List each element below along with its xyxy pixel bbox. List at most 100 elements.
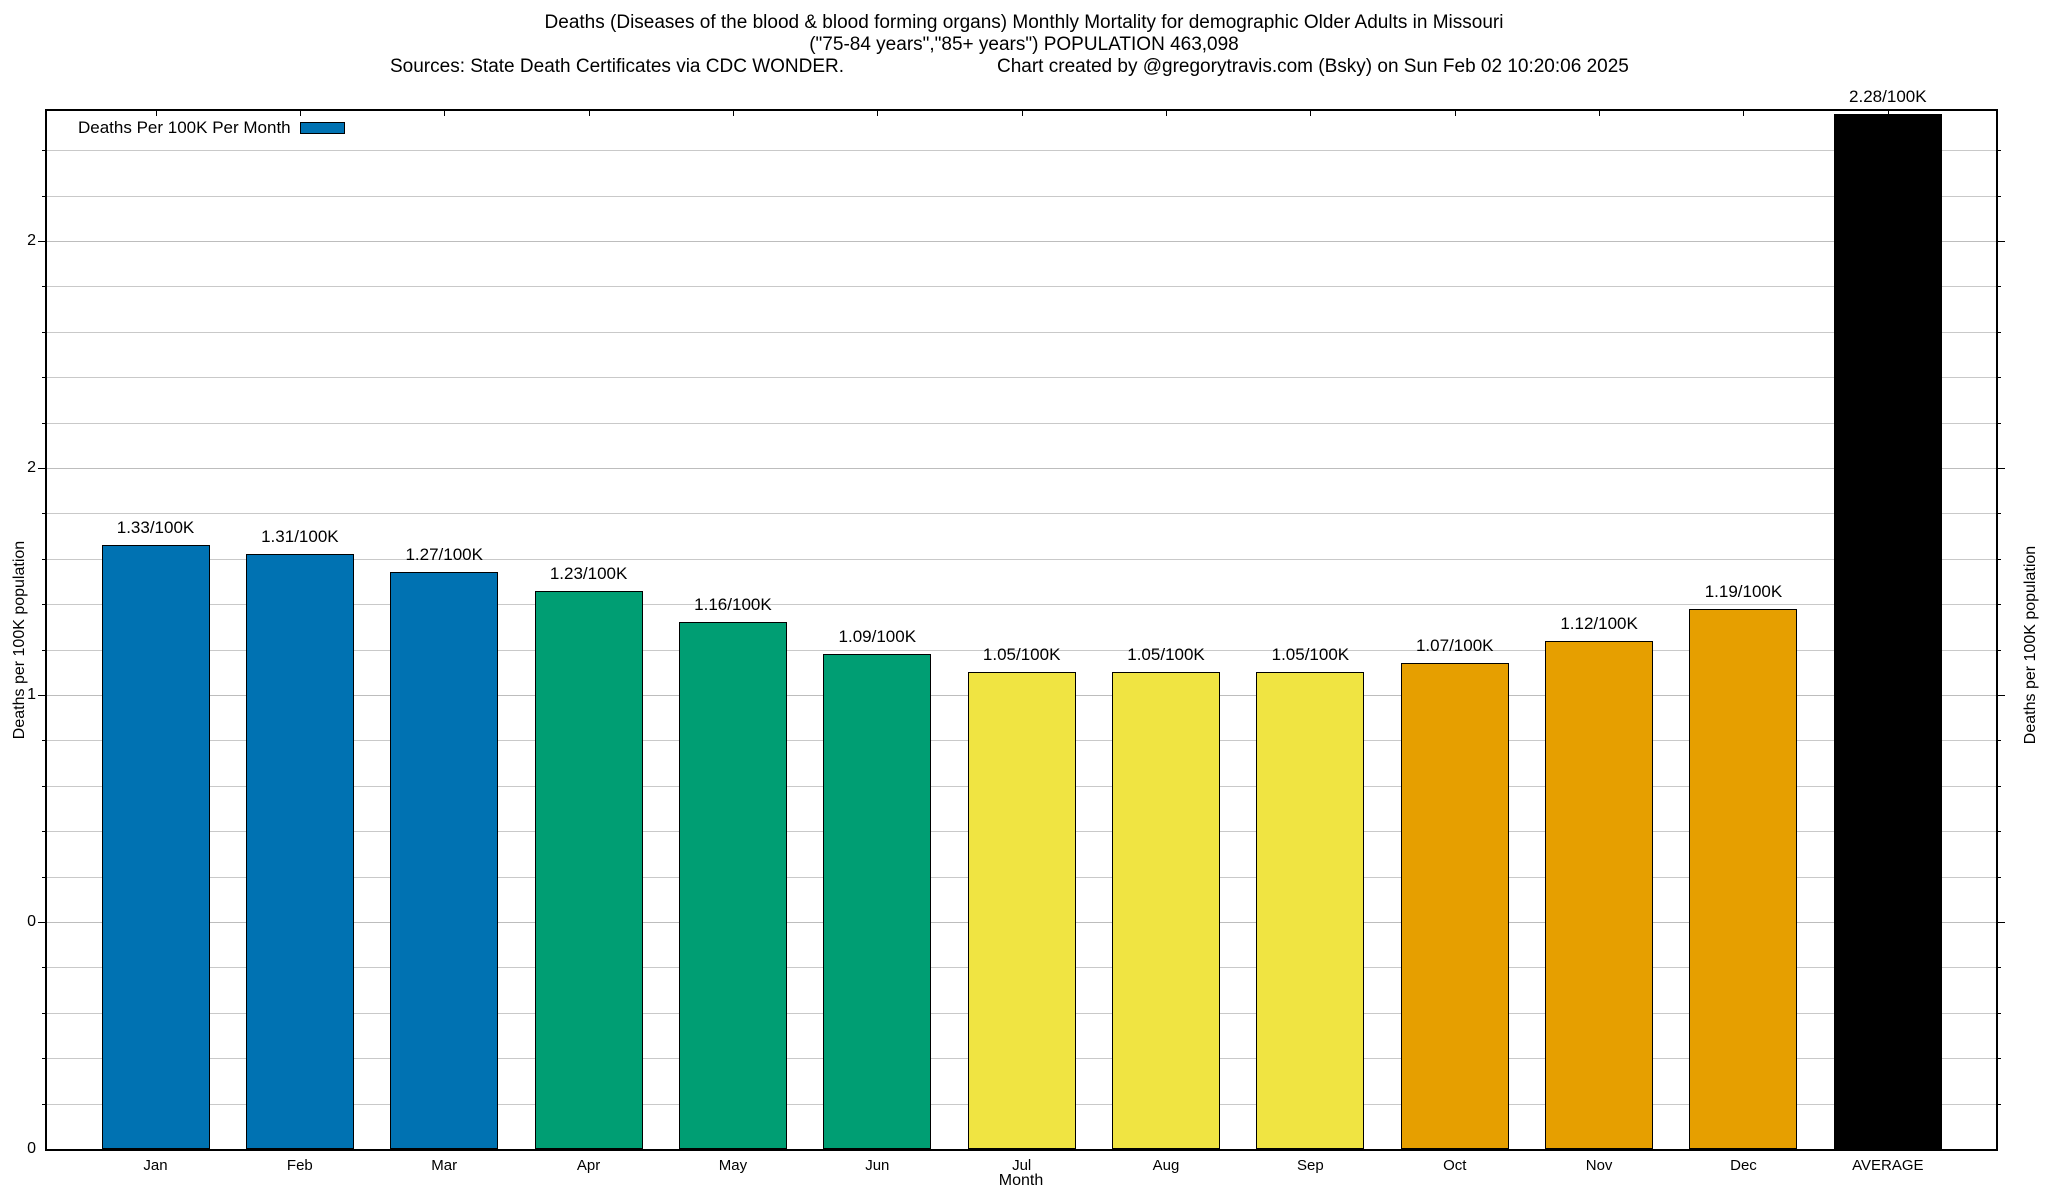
bar-aug — [1112, 672, 1221, 1149]
y-axis-tick-right — [1996, 649, 2001, 651]
y-axis-tick-left — [42, 876, 47, 878]
x-axis-tick-top — [1166, 111, 1168, 116]
y-axis-tick-right — [1996, 922, 2005, 923]
x-tick-label-jul: Jul — [1012, 1157, 1032, 1174]
x-axis-tick-top — [877, 111, 879, 116]
bar-value-label: 1.05/100K — [982, 645, 1061, 665]
y-axis-tick-right — [1996, 331, 2001, 333]
x-tick-label-dec: Dec — [1730, 1157, 1757, 1174]
y-axis-tick-left — [42, 195, 47, 197]
y-axis-tick-right — [1996, 876, 2001, 878]
bar-value-label: 1.05/100K — [1127, 645, 1205, 665]
y-axis-tick-right — [1996, 740, 2001, 742]
x-tick-label-mar: Mar — [431, 1157, 458, 1174]
plot-border — [45, 109, 1998, 1151]
x-axis-tick-top — [1887, 111, 1889, 116]
y-axis-tick-left — [42, 740, 47, 742]
x-tick-label-oct: Oct — [1443, 1157, 1467, 1174]
y-axis-tick-right — [1996, 967, 2001, 969]
y-axis-tick-left — [42, 331, 47, 333]
x-axis-label: Month — [998, 1172, 1044, 1189]
bar-value-label: 1.07/100K — [1415, 636, 1494, 656]
y-axis-tick-left — [38, 695, 47, 696]
x-axis-tick-top — [1021, 111, 1023, 116]
bar-value-label: 1.12/100K — [1560, 613, 1638, 633]
y-axis-tick-right — [1996, 604, 2001, 606]
bar-value-label: 1.31/100K — [261, 527, 339, 547]
x-axis-tick-top — [299, 111, 301, 116]
major-gridline — [47, 241, 1996, 242]
y-axis-tick-right — [1996, 513, 2001, 515]
bar-value-label: 1.33/100K — [116, 518, 195, 538]
y-axis-tick-left — [42, 377, 47, 379]
bar-nov — [1545, 640, 1654, 1149]
y-axis-tick-left — [38, 922, 47, 923]
y-axis-tick-right — [1996, 558, 2001, 560]
y-axis-tick-left — [42, 513, 47, 515]
x-tick-label-jun: Jun — [865, 1157, 890, 1174]
bar-jul — [967, 672, 1076, 1149]
x-axis-tick-top — [588, 111, 590, 116]
x-axis-tick-top — [1599, 111, 1601, 116]
bar-jan — [101, 545, 210, 1149]
bar-value-label: 1.23/100K — [549, 563, 628, 583]
bar-may — [678, 622, 787, 1149]
x-axis-tick-top — [732, 111, 734, 116]
y-axis-tick-right — [1996, 695, 2005, 696]
y-axis-tick-left — [42, 649, 47, 651]
y-axis-tick-left — [42, 1012, 47, 1014]
y-axis-tick-right — [1996, 150, 2001, 152]
y-axis-tick-left — [42, 558, 47, 560]
minor-gridline — [47, 604, 1996, 606]
y-axis-tick-left — [42, 1058, 47, 1060]
y-axis-tick-right — [1996, 785, 2001, 787]
y-axis-tick-left — [38, 468, 47, 469]
minor-gridline — [47, 422, 1996, 424]
y-tick-label: 0 — [27, 1140, 36, 1157]
x-axis-tick-top — [155, 111, 157, 116]
bar-sep — [1256, 672, 1365, 1149]
chart-title-line-2: ("75-84 years","85+ years") POPULATION 4… — [809, 34, 1239, 55]
y-axis-tick-left — [42, 286, 47, 288]
bar-jun — [823, 654, 932, 1149]
y-axis-tick-right — [1996, 1012, 2001, 1014]
x-tick-label-sep: Sep — [1297, 1157, 1324, 1174]
y-axis-tick-right — [1996, 422, 2001, 424]
y-axis-label-right: Deaths per 100K population — [2022, 545, 2039, 745]
bar-average — [1833, 113, 1942, 1149]
y-axis-label-left: Deaths per 100K population — [11, 540, 28, 740]
y-tick-label: 1 — [27, 686, 36, 703]
y-axis-tick-right — [1996, 286, 2001, 288]
bar-value-label: 1.05/100K — [1271, 645, 1350, 665]
y-axis-tick-left — [42, 422, 47, 424]
minor-gridline — [47, 286, 1996, 288]
x-tick-label-may: May — [718, 1157, 748, 1174]
y-axis-tick-right — [1996, 195, 2001, 197]
legend-swatch-icon — [299, 122, 345, 134]
chart-legend: Deaths Per 100K Per Month — [78, 118, 345, 138]
bar-feb — [245, 554, 354, 1149]
x-axis-tick-top — [1310, 111, 1312, 116]
bar-value-label: 2.28/100K — [1849, 86, 1927, 106]
y-axis-tick-right — [1996, 1058, 2001, 1060]
y-axis-tick-left — [42, 150, 47, 152]
legend-label: Deaths Per 100K Per Month — [78, 118, 291, 137]
bar-mar — [390, 572, 499, 1149]
x-tick-label-feb: Feb — [286, 1157, 313, 1174]
y-axis-tick-left — [38, 241, 47, 242]
bar-value-label: 1.27/100K — [405, 545, 483, 565]
y-axis-tick-right — [1996, 831, 2001, 833]
bar-oct — [1400, 663, 1509, 1149]
y-tick-label: 2 — [27, 232, 36, 249]
x-tick-label-jan: Jan — [143, 1157, 168, 1174]
minor-gridline — [47, 649, 1996, 651]
minor-gridline — [47, 195, 1996, 197]
minor-gridline — [47, 377, 1996, 379]
x-tick-label-aug: Aug — [1152, 1157, 1180, 1174]
minor-gridline — [47, 513, 1996, 515]
bar-dec — [1689, 608, 1798, 1149]
y-axis-tick-right — [1996, 1103, 2001, 1105]
y-tick-label: 2 — [27, 459, 36, 476]
bar-value-label: 1.16/100K — [694, 595, 772, 615]
